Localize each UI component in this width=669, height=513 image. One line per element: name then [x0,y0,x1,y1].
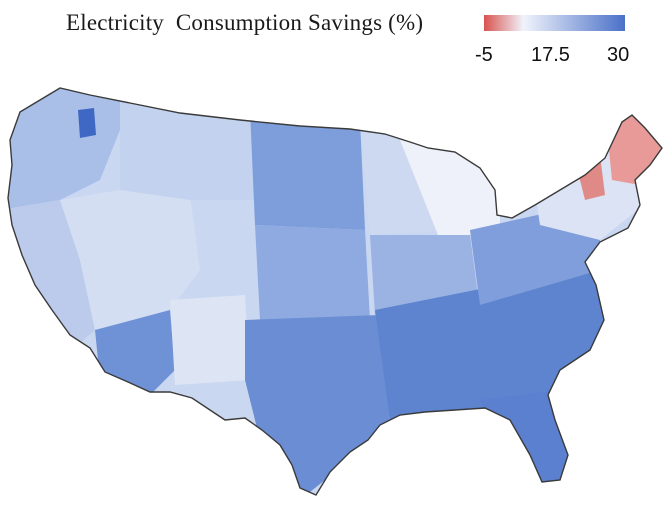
region-florida [480,390,575,495]
color-scale-bar [484,15,625,31]
region-new-mexico [170,295,250,385]
scale-mid-label: 17.5 [531,44,570,66]
region-mid-atlantic [470,210,600,305]
region-pacific-northwest [8,88,130,210]
scale-min-label: -5 [475,44,493,66]
region-dakotas [250,110,365,230]
region-arizona [95,310,175,395]
region-maine [605,110,662,185]
us-outline [7,87,663,496]
region-southeast [375,265,610,420]
map-title: Electricity Consumption Savings (%) [66,10,424,35]
scale-max-label: 30 [607,44,630,66]
region-nebraska-kansas [255,225,370,320]
region-texas-oklahoma [245,315,390,495]
region-mountain-north [120,100,255,200]
region-washington-spot [78,108,96,138]
region-great-basin [60,190,200,330]
